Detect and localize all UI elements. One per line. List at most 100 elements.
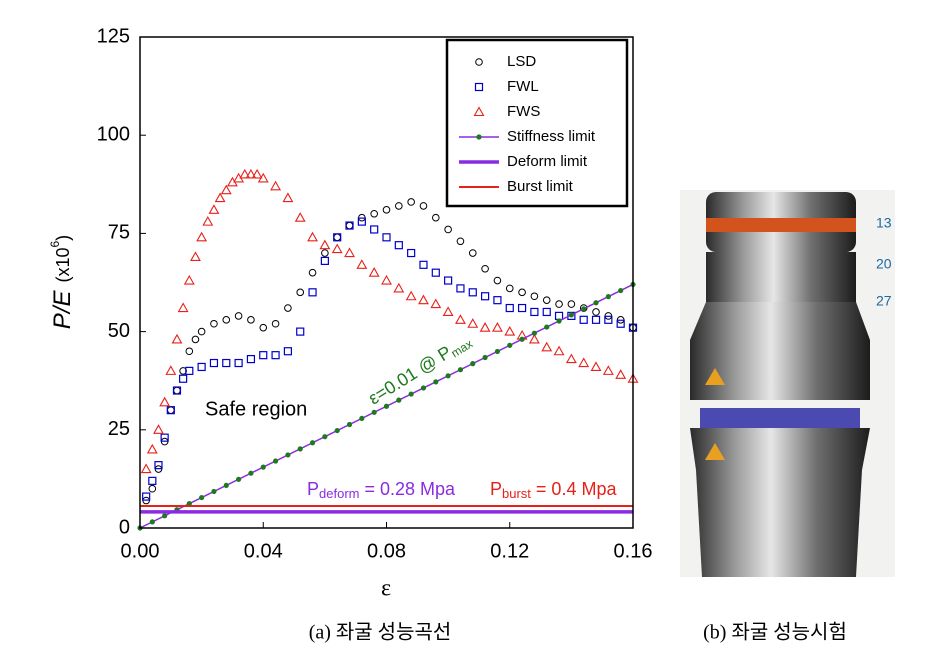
y-axis-label: P/E(x106) — [48, 235, 76, 329]
line-marker — [544, 324, 550, 330]
legend-label: Deform limit — [507, 153, 588, 170]
point — [405, 290, 417, 301]
point — [567, 300, 576, 308]
point — [185, 347, 194, 356]
y-tick-label: 50 — [108, 320, 130, 342]
point — [357, 217, 366, 226]
point — [331, 243, 343, 254]
point — [382, 206, 391, 214]
y-tick-label: 25 — [108, 418, 130, 440]
point — [565, 353, 577, 364]
point — [284, 304, 292, 312]
line-marker — [383, 403, 390, 409]
point — [271, 319, 280, 328]
point — [177, 302, 189, 313]
legend-box — [445, 38, 629, 208]
line-marker — [199, 494, 205, 501]
point — [345, 221, 354, 230]
line-marker — [211, 488, 217, 495]
line-marker — [433, 379, 439, 385]
point — [259, 351, 268, 360]
line-marker — [223, 482, 229, 488]
point — [319, 239, 331, 250]
point — [517, 303, 527, 313]
point — [407, 198, 415, 206]
x-axis-label: ε — [381, 576, 391, 602]
photo-text: 13 — [876, 215, 892, 231]
photo-text: 27 — [876, 293, 892, 309]
point — [247, 316, 255, 324]
y-tick-label: 75 — [108, 222, 130, 244]
legend-label: Stiffness limit — [507, 128, 596, 145]
y-tick-label: 0 — [119, 516, 130, 538]
point — [505, 303, 514, 313]
point — [239, 168, 251, 179]
point — [283, 347, 292, 356]
line-marker — [457, 367, 464, 373]
legend-marker — [473, 106, 485, 117]
point — [222, 358, 231, 368]
point — [541, 341, 553, 352]
point — [382, 233, 391, 242]
point — [591, 315, 601, 324]
point — [333, 233, 342, 242]
point — [604, 315, 613, 324]
line-marker — [445, 373, 451, 379]
point — [553, 345, 565, 356]
point — [148, 484, 157, 493]
point — [202, 215, 214, 226]
point — [173, 386, 181, 395]
point — [479, 322, 491, 332]
point — [190, 251, 201, 262]
line-marker — [371, 409, 377, 415]
point — [444, 276, 453, 285]
point — [528, 333, 540, 344]
point — [214, 192, 226, 203]
line-marker — [359, 415, 365, 422]
point — [191, 335, 200, 344]
point — [308, 268, 317, 277]
legend-marker — [474, 82, 484, 92]
y-tick-label: 125 — [97, 25, 130, 47]
line-marker — [593, 300, 599, 306]
line-marker — [482, 354, 488, 361]
point — [431, 268, 440, 277]
point — [296, 327, 305, 336]
point — [246, 354, 256, 364]
legend-label: FWL — [507, 78, 539, 95]
line-marker — [297, 446, 303, 452]
line-marker — [272, 458, 279, 464]
point — [505, 284, 514, 293]
annotation: Safe region — [205, 398, 307, 420]
point — [271, 351, 280, 360]
point — [251, 168, 263, 179]
line-marker — [605, 294, 611, 300]
line-marker — [285, 452, 291, 458]
point — [140, 463, 152, 474]
legend-label: LSD — [507, 53, 536, 70]
point — [185, 366, 194, 375]
point — [590, 361, 602, 372]
point — [393, 282, 405, 293]
point — [468, 249, 477, 257]
point — [171, 333, 183, 344]
point — [344, 247, 355, 258]
point — [333, 233, 342, 242]
point — [210, 319, 218, 328]
point — [493, 276, 502, 285]
line-marker — [420, 385, 427, 391]
point — [154, 461, 163, 470]
point — [159, 396, 171, 407]
point — [518, 288, 526, 297]
point — [294, 212, 306, 222]
point — [542, 296, 551, 304]
point — [394, 241, 403, 250]
point — [197, 327, 206, 336]
point — [407, 248, 416, 258]
point — [579, 315, 588, 324]
point — [530, 307, 539, 317]
line-marker — [519, 336, 525, 342]
x-tick-label: 0.04 — [244, 540, 283, 562]
point — [183, 274, 195, 285]
